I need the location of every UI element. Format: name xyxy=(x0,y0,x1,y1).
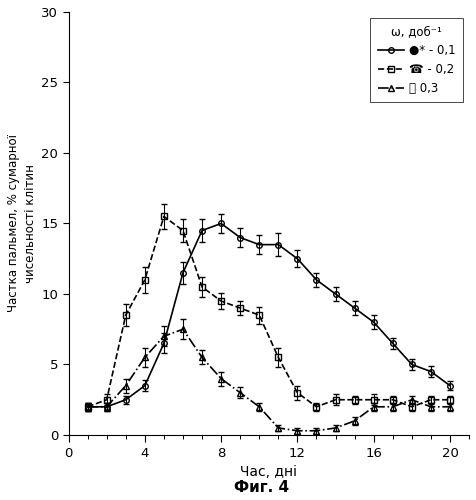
Text: Фиг. 4: Фиг. 4 xyxy=(234,480,289,495)
Y-axis label: Частка пальмел, % сумарної
чисельності клітин: Частка пальмел, % сумарної чисельності к… xyxy=(7,134,37,312)
X-axis label: Час, дні: Час, дні xyxy=(240,466,298,479)
Legend: ●* - 0,1, ☎ - 0,2, ⛔ 0,3: ●* - 0,1, ☎ - 0,2, ⛔ 0,3 xyxy=(370,18,463,102)
